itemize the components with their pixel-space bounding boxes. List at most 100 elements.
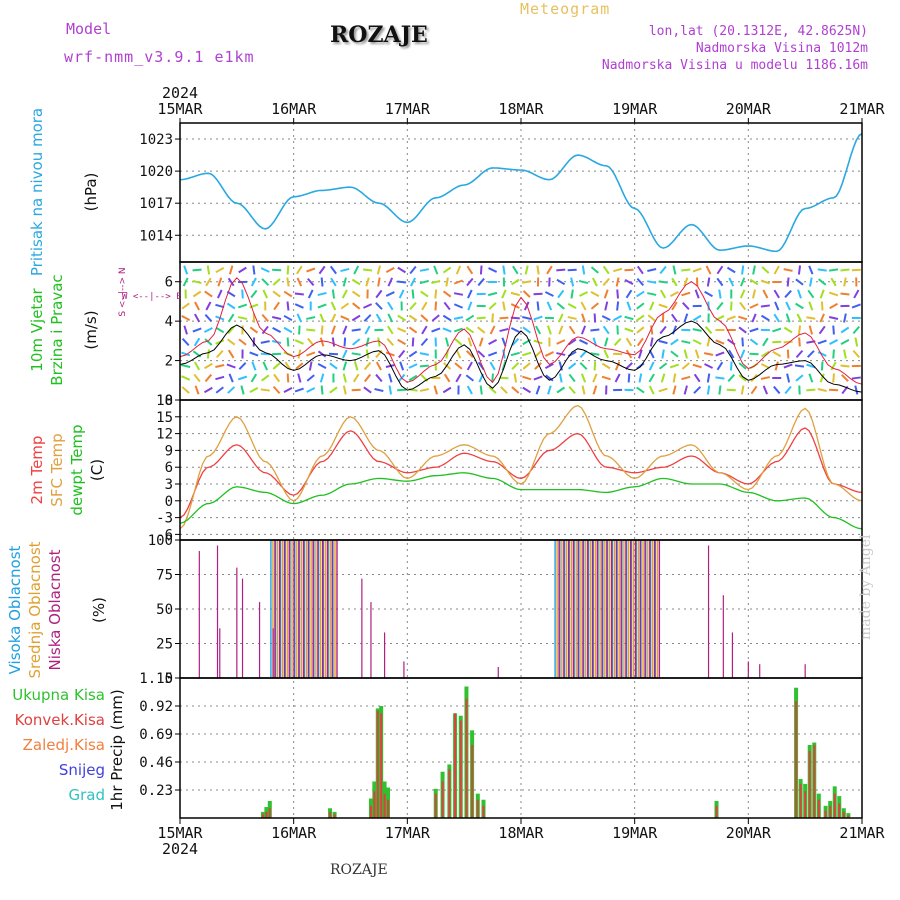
wind-arrow bbox=[533, 292, 543, 296]
precip-conv-bar bbox=[369, 805, 372, 818]
wind-arrow bbox=[681, 340, 691, 344]
wind-arrow bbox=[762, 385, 769, 395]
wind-arrow bbox=[330, 313, 337, 323]
temp-line-0 bbox=[179, 427, 863, 519]
wind-tick-label: 0 bbox=[165, 393, 173, 409]
wind-arrow bbox=[249, 303, 259, 309]
precip-conv-bar bbox=[448, 769, 451, 818]
wind-arrow bbox=[330, 277, 337, 287]
wind-arrow bbox=[854, 385, 859, 395]
precip-conv-bar bbox=[795, 701, 798, 818]
cloud-tick-label: 50 bbox=[156, 602, 173, 618]
wind-arrow bbox=[659, 289, 667, 299]
temperature-tick-label: 6 bbox=[165, 460, 173, 476]
precip-legend-4: Grad bbox=[68, 786, 105, 804]
wind-arrow bbox=[510, 327, 520, 333]
wind-arrow bbox=[364, 325, 371, 335]
wind-arrow bbox=[262, 289, 269, 299]
precip-conv-bar bbox=[380, 713, 383, 818]
wind-arrow bbox=[272, 278, 281, 286]
wind-arrow bbox=[377, 337, 381, 347]
wind-arrow bbox=[749, 278, 759, 286]
wind-arrow bbox=[409, 265, 417, 275]
wind-arrow bbox=[181, 351, 191, 357]
wind-arrow bbox=[567, 316, 577, 320]
year-label-bottom: 2024 bbox=[162, 840, 198, 858]
wind-arrow bbox=[385, 364, 395, 368]
wind-arrow bbox=[454, 338, 463, 346]
wind-arrow bbox=[692, 314, 702, 322]
wind-arrow bbox=[830, 277, 837, 287]
wind-arrow bbox=[237, 303, 248, 309]
wind-arrow bbox=[226, 302, 236, 310]
wind-arrow bbox=[375, 313, 383, 323]
wind-arrow bbox=[706, 277, 711, 287]
wind-arrow bbox=[579, 339, 589, 345]
wind-arrow bbox=[215, 303, 225, 309]
wind-arrow bbox=[738, 374, 747, 382]
wind-arrow bbox=[829, 291, 839, 297]
wind-arrow bbox=[817, 339, 827, 345]
wind-arrow bbox=[795, 374, 804, 382]
wind-arrow bbox=[556, 302, 565, 310]
wind-arrow bbox=[692, 328, 702, 332]
wind-arrow bbox=[206, 349, 210, 359]
wind-arrow bbox=[650, 325, 654, 335]
wind-arrow bbox=[751, 313, 757, 323]
wind-arrow bbox=[533, 315, 543, 321]
wind-arrow bbox=[329, 362, 338, 370]
wind-arrow bbox=[671, 301, 678, 311]
wind-arrow bbox=[693, 386, 702, 394]
cloud-tick-label: 100 bbox=[148, 533, 173, 549]
wind-arrow bbox=[409, 301, 417, 311]
wind-arrow bbox=[375, 289, 383, 299]
wind-arrow bbox=[795, 302, 804, 310]
wind-compass-we: W <--|--> E bbox=[122, 292, 182, 302]
wind-arrow bbox=[727, 373, 736, 383]
x-tick-label-top: 19MAR bbox=[612, 100, 658, 118]
wind-arrow bbox=[319, 373, 325, 383]
dewpt-axis-label: dewpt Temp bbox=[68, 424, 86, 515]
wind-arrow bbox=[761, 314, 770, 322]
wind-arrow bbox=[510, 278, 520, 286]
wind-arrow bbox=[376, 265, 381, 275]
wind-arrow bbox=[786, 373, 791, 383]
wind-arrow bbox=[535, 385, 541, 395]
wind-arrow bbox=[681, 362, 690, 370]
wind-arrow bbox=[730, 361, 733, 371]
wind-arrow bbox=[466, 361, 473, 371]
wind-arrow bbox=[329, 265, 337, 275]
wind-arrow bbox=[658, 280, 668, 284]
wind-arrow bbox=[726, 388, 736, 392]
precip-conv-bar bbox=[465, 698, 468, 818]
wind-arrow bbox=[602, 265, 610, 275]
model-label: Model bbox=[66, 20, 112, 38]
wind-arrow bbox=[624, 268, 634, 272]
wind-unit-label: (m/s) bbox=[82, 310, 100, 349]
wind-arrow bbox=[408, 314, 418, 322]
wind-arrow bbox=[581, 385, 586, 395]
wind-arrow bbox=[397, 327, 407, 333]
temp-unit-label: (C) bbox=[88, 459, 106, 481]
wind-arrow bbox=[716, 301, 724, 311]
wind-arrow bbox=[491, 373, 494, 383]
wind-arrow bbox=[661, 349, 665, 359]
wind-arrow bbox=[283, 314, 293, 322]
wind-arrow bbox=[286, 265, 290, 275]
wind-arrow bbox=[204, 373, 213, 383]
wind-arrow bbox=[272, 362, 281, 370]
wind-arrow bbox=[181, 375, 191, 381]
wind-arrow bbox=[817, 351, 827, 357]
wind-arrow bbox=[453, 292, 464, 296]
wind-arrow bbox=[636, 326, 645, 334]
wind-arrow bbox=[261, 313, 269, 323]
wind-arrow bbox=[215, 339, 225, 345]
wind-arrow bbox=[547, 325, 552, 335]
wind-arrow bbox=[659, 325, 667, 335]
wind-arrow bbox=[808, 301, 814, 311]
wind-arrow bbox=[238, 338, 247, 346]
low-cloud-label: Niska Oblacnost bbox=[46, 549, 64, 670]
wind-arrow bbox=[501, 289, 507, 299]
wind-arrow bbox=[477, 350, 486, 358]
